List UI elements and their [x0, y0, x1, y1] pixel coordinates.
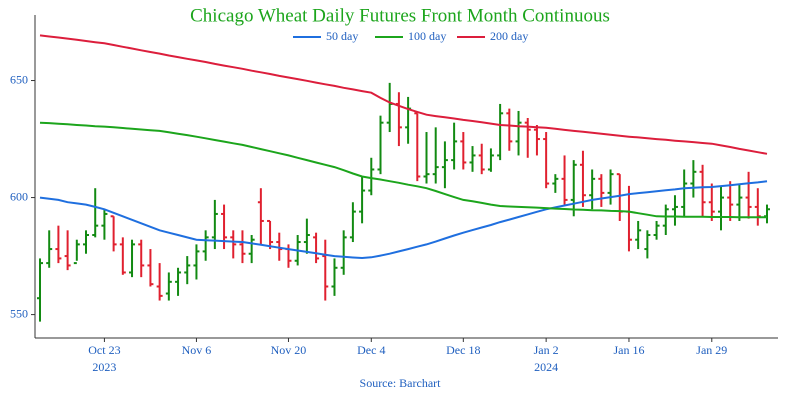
y-tick-label: 600	[10, 189, 28, 203]
x-tick-label: Nov 20	[271, 343, 307, 357]
x-tick-label: Dec 4	[357, 343, 385, 357]
y-tick-label: 550	[10, 306, 28, 320]
source-note: Source: Barchart	[360, 376, 442, 390]
x-tick-label: Dec 18	[446, 343, 480, 357]
legend-label: 200 day	[490, 29, 528, 43]
y-tick-label: 650	[10, 72, 28, 86]
legend-label: 50 day	[326, 29, 358, 43]
x-tick-label: Jan 29	[696, 343, 727, 357]
chart-title: Chicago Wheat Daily Futures Front Month …	[190, 5, 610, 26]
x-tick-label: Nov 6	[182, 343, 212, 357]
x-tick-label: Oct 23 2023	[88, 343, 120, 374]
moving-average-line	[39, 34, 768, 155]
moving-average-line	[39, 121, 767, 219]
legend-label: 100 day	[408, 29, 446, 43]
x-tick-label: Jan 16	[613, 343, 644, 357]
x-tick-label: Jan 2 2024	[534, 343, 559, 374]
moving-average-line	[39, 180, 768, 260]
